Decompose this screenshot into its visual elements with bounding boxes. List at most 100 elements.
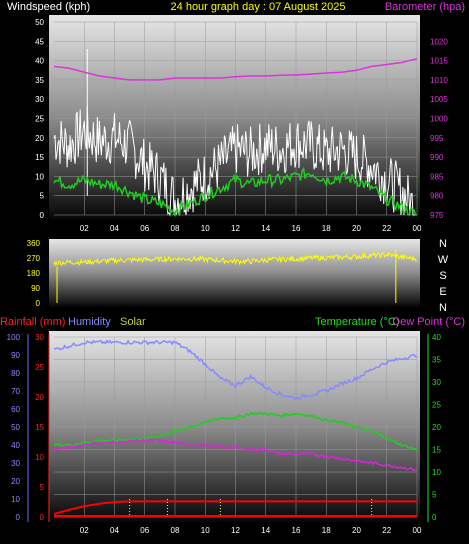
temperature-y-tick-label: 40 xyxy=(432,333,441,342)
temperature-y-tick-label: 25 xyxy=(432,401,441,410)
humidity-axis-title: Humidity xyxy=(68,316,111,328)
rainfall-y-tick-label: 5 xyxy=(40,483,45,492)
wind-y-tick-label: 5 xyxy=(40,192,45,201)
temperature-y-tick-label: 20 xyxy=(432,423,441,432)
graph-date-title: 24 hour graph day : 07 August 2025 xyxy=(171,1,346,13)
barometer-y-tick-label: 995 xyxy=(430,134,444,143)
rainfall-y-tick-label: 25 xyxy=(35,363,44,372)
rainfall-y-tick-label: 20 xyxy=(35,393,44,402)
wind-panel-background xyxy=(49,15,420,220)
rainfall-y-tick-label: 0 xyxy=(40,513,45,522)
wind-x-tick-label: 20 xyxy=(352,224,361,233)
humidity-y-tick-label: 0 xyxy=(16,513,21,522)
barometer-axis-title: Barometer (hpa) xyxy=(385,1,465,13)
temp-x-tick-label: 10 xyxy=(201,526,210,535)
wind-y-tick-label: 30 xyxy=(35,95,44,104)
temp-panel-tick-labels: 0510152025303540010203040506070809010005… xyxy=(7,333,442,535)
wind-x-tick-label: 06 xyxy=(140,224,149,233)
wind-x-tick-label: 10 xyxy=(201,224,210,233)
solar-axis-title: Solar xyxy=(120,316,146,328)
barometer-y-tick-label: 990 xyxy=(430,153,444,162)
direction-panel-tick-labels: 0 90 180 270 360 xyxy=(27,239,41,308)
temperature-y-tick-label: 30 xyxy=(432,378,441,387)
wind-y-tick-label: 10 xyxy=(35,172,44,181)
barometer-y-tick-label: 1000 xyxy=(430,115,448,124)
temperature-y-tick-label: 0 xyxy=(432,513,437,522)
wind-x-tick-label: 16 xyxy=(292,224,301,233)
humidity-y-tick-label: 100 xyxy=(7,333,21,342)
wind-x-tick-label: 12 xyxy=(231,224,240,233)
barometer-y-tick-label: 1005 xyxy=(430,95,448,104)
temp-x-tick-label: 08 xyxy=(171,526,180,535)
dewpoint-axis-title: Dew Point (°C) xyxy=(392,316,465,328)
barometer-y-tick-label: 975 xyxy=(430,211,444,220)
wind-y-tick-label: 20 xyxy=(35,134,44,143)
temperature-y-tick-label: 15 xyxy=(432,446,441,455)
compass-label-n-bottom: N xyxy=(439,302,447,314)
direction-y-tick-label: 0 xyxy=(36,299,41,308)
temp-x-tick-label: 18 xyxy=(322,526,331,535)
compass-labels: N W S E N xyxy=(438,238,449,314)
wind-y-tick-label: 0 xyxy=(40,211,45,220)
direction-y-tick-label: 360 xyxy=(27,239,41,248)
wind-panel-series xyxy=(53,49,418,218)
temp-x-tick-label: 00 xyxy=(413,526,422,535)
barometer-y-tick-label: 985 xyxy=(430,172,444,181)
humidity-y-tick-label: 70 xyxy=(11,387,20,396)
humidity-y-tick-label: 10 xyxy=(11,495,20,504)
barometer-y-tick-label: 1015 xyxy=(430,57,448,66)
wind-x-tick-label: 04 xyxy=(110,224,119,233)
humidity-y-tick-label: 80 xyxy=(11,369,20,378)
direction-y-tick-label: 180 xyxy=(27,269,41,278)
wind-y-tick-label: 35 xyxy=(35,76,44,85)
wind-x-tick-label: 22 xyxy=(382,224,391,233)
series-rainfall xyxy=(53,500,417,515)
compass-label-s: S xyxy=(439,270,446,282)
temp-x-tick-label: 02 xyxy=(80,526,89,535)
humidity-y-tick-label: 40 xyxy=(11,441,20,450)
windspeed-axis-title: Windspeed (kph) xyxy=(7,1,90,13)
series-dew-point xyxy=(53,438,418,471)
temperature-y-tick-label: 35 xyxy=(432,356,441,365)
rainfall-y-tick-label: 10 xyxy=(35,453,44,462)
wind-x-tick-label: 14 xyxy=(261,224,270,233)
rainfall-axis-title: Rainfall (mm) xyxy=(0,316,65,328)
wind-y-tick-label: 40 xyxy=(35,57,44,66)
temperature-y-tick-label: 10 xyxy=(432,468,441,477)
temperature-y-tick-label: 5 xyxy=(432,491,437,500)
compass-label-n-top: N xyxy=(439,238,447,250)
wind-panel-tick-labels: 0510152025303540455097598098599099510001… xyxy=(35,18,448,233)
wind-x-tick-label: 08 xyxy=(171,224,180,233)
humidity-y-tick-label: 20 xyxy=(11,477,20,486)
barometer-y-tick-label: 980 xyxy=(430,192,444,201)
series-wind-direction xyxy=(53,251,418,267)
compass-label-w: W xyxy=(438,254,449,266)
compass-label-e: E xyxy=(439,286,446,298)
humidity-y-tick-label: 90 xyxy=(11,351,20,360)
wind-y-tick-label: 15 xyxy=(35,153,44,162)
direction-panel-background xyxy=(49,239,420,307)
temp-panel-series xyxy=(53,339,418,517)
temp-x-tick-label: 16 xyxy=(292,526,301,535)
wind-x-tick-label: 18 xyxy=(322,224,331,233)
temp-x-tick-label: 04 xyxy=(110,526,119,535)
direction-y-tick-label: 90 xyxy=(31,284,40,293)
temp-x-tick-label: 12 xyxy=(231,526,240,535)
wind-y-tick-label: 50 xyxy=(35,18,44,27)
series-windspeed-gust xyxy=(53,106,417,217)
series-windspeed-average xyxy=(53,166,417,218)
series-barometer xyxy=(53,57,418,81)
wind-y-tick-label: 25 xyxy=(35,115,44,124)
wind-x-tick-label: 02 xyxy=(80,224,89,233)
humidity-y-tick-label: 60 xyxy=(11,405,20,414)
wind-y-tick-label: 45 xyxy=(35,37,44,46)
temperature-axis-title: Temperature (°C) xyxy=(315,316,399,328)
temp-x-tick-label: 06 xyxy=(140,526,149,535)
barometer-y-tick-label: 1020 xyxy=(430,37,448,46)
barometer-y-tick-label: 1010 xyxy=(430,76,448,85)
temp-x-tick-label: 22 xyxy=(382,526,391,535)
humidity-y-tick-label: 50 xyxy=(11,423,20,432)
direction-panel-series xyxy=(53,249,418,303)
temp-x-tick-label: 20 xyxy=(352,526,361,535)
